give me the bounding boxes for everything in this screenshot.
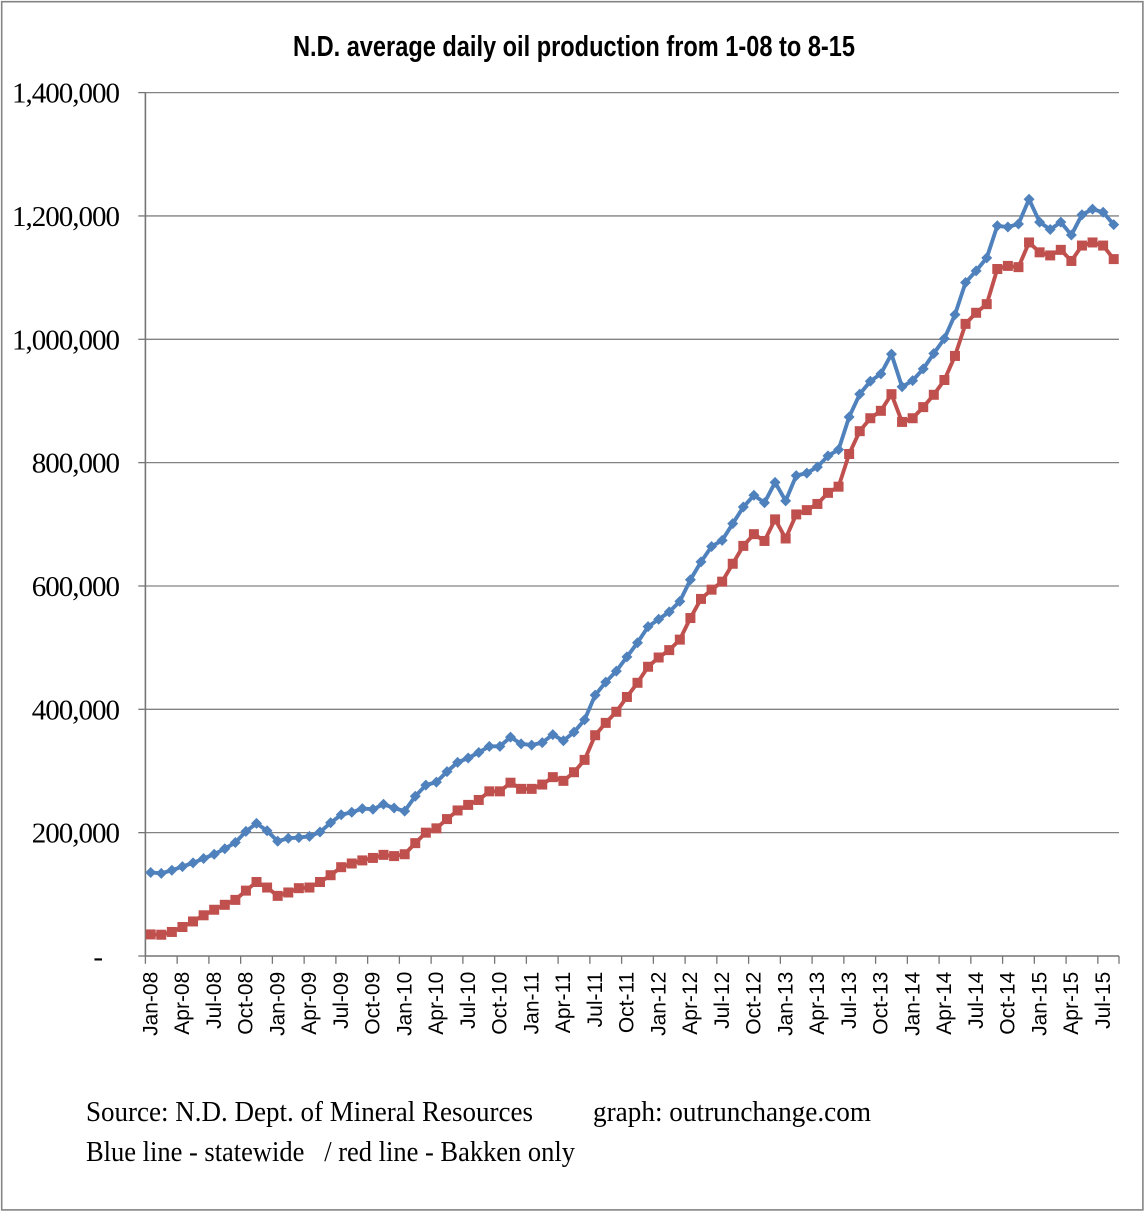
svg-text:graph: outrunchange.com: graph: outrunchange.com bbox=[593, 1096, 871, 1128]
svg-text:Jan-08: Jan-08 bbox=[139, 972, 162, 1036]
svg-text:Source: N.D. Dept. of Mineral: Source: N.D. Dept. of Mineral Resources bbox=[86, 1096, 533, 1128]
svg-text:Jan-13: Jan-13 bbox=[774, 972, 797, 1036]
svg-text:Jan-10: Jan-10 bbox=[393, 972, 416, 1036]
svg-text:Jul-11: Jul-11 bbox=[584, 972, 607, 1028]
svg-text:Oct-10: Oct-10 bbox=[489, 972, 512, 1035]
svg-text:200,000: 200,000 bbox=[32, 818, 120, 850]
svg-text:Apr-11: Apr-11 bbox=[552, 972, 575, 1033]
svg-text:Jan-12: Jan-12 bbox=[647, 972, 670, 1036]
svg-text:800,000: 800,000 bbox=[32, 448, 120, 480]
svg-text:Apr-14: Apr-14 bbox=[933, 971, 956, 1034]
svg-text:N.D. average daily oil product: N.D. average daily oil production from 1… bbox=[293, 31, 855, 63]
svg-text:Jul-08: Jul-08 bbox=[203, 972, 226, 1029]
svg-text:Jul-13: Jul-13 bbox=[838, 972, 861, 1029]
svg-text:Apr-13: Apr-13 bbox=[806, 972, 829, 1035]
svg-text:Apr-15: Apr-15 bbox=[1060, 972, 1083, 1035]
svg-text:Oct-11: Oct-11 bbox=[616, 972, 639, 1033]
svg-text:Oct-08: Oct-08 bbox=[235, 972, 258, 1035]
svg-text:Oct-13: Oct-13 bbox=[870, 972, 893, 1035]
svg-text:Apr-10: Apr-10 bbox=[425, 972, 448, 1035]
svg-text:Blue line - statewide / red l: Blue line - statewide / red line - Bakke… bbox=[86, 1136, 575, 1168]
svg-text:1,400,000: 1,400,000 bbox=[12, 78, 120, 110]
svg-text:600,000: 600,000 bbox=[32, 571, 120, 603]
svg-text:-: - bbox=[93, 941, 103, 973]
svg-text:Jul-12: Jul-12 bbox=[711, 972, 734, 1029]
svg-text:1,200,000: 1,200,000 bbox=[12, 201, 120, 233]
svg-text:Jan-09: Jan-09 bbox=[266, 972, 289, 1036]
svg-text:Oct-14: Oct-14 bbox=[997, 971, 1020, 1034]
svg-text:Oct-09: Oct-09 bbox=[362, 972, 385, 1035]
svg-text:Jan-11: Jan-11 bbox=[520, 972, 543, 1035]
svg-text:Jan-14: Jan-14 bbox=[901, 971, 924, 1036]
svg-text:Apr-12: Apr-12 bbox=[679, 972, 702, 1035]
svg-text:Jul-10: Jul-10 bbox=[457, 972, 480, 1029]
svg-text:Jan-15: Jan-15 bbox=[1028, 972, 1051, 1036]
svg-text:Apr-09: Apr-09 bbox=[298, 972, 321, 1035]
svg-text:Jul-15: Jul-15 bbox=[1092, 972, 1115, 1029]
svg-text:Oct-12: Oct-12 bbox=[743, 972, 766, 1035]
svg-text:1,000,000: 1,000,000 bbox=[12, 324, 120, 356]
svg-text:Jul-09: Jul-09 bbox=[330, 972, 353, 1029]
svg-text:400,000: 400,000 bbox=[32, 694, 120, 726]
svg-text:Apr-08: Apr-08 bbox=[171, 972, 194, 1035]
svg-text:Jul-14: Jul-14 bbox=[965, 971, 988, 1029]
